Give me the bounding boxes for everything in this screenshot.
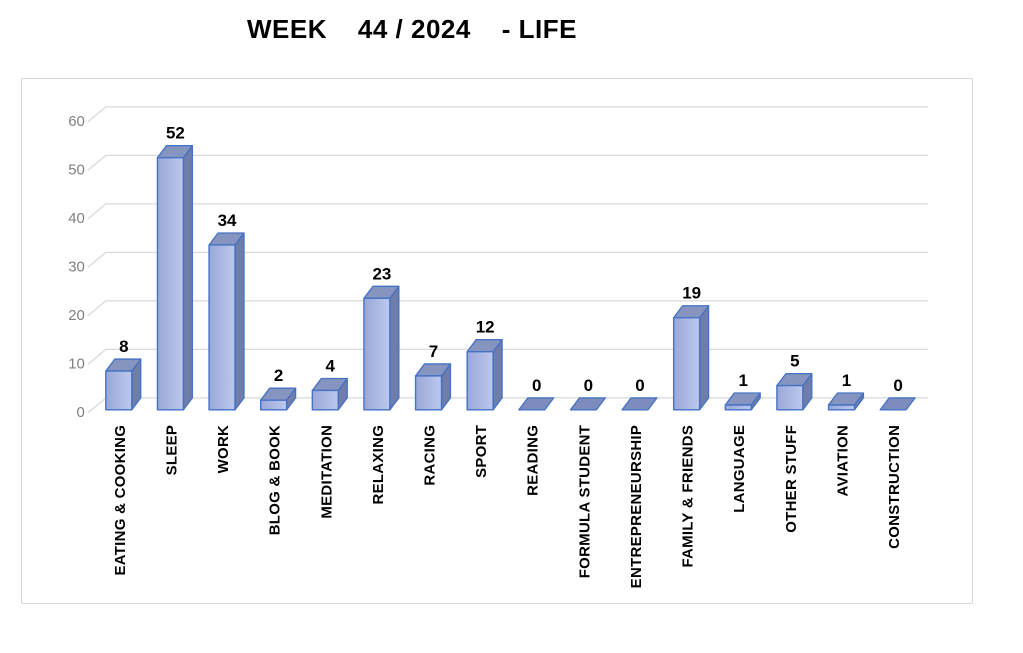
bar-value-label-language: 1 — [739, 371, 748, 390]
bar-value-label-racing: 7 — [429, 342, 438, 361]
bar-front-face — [466, 350, 494, 411]
bar-front-face — [259, 399, 288, 411]
bar-front-face — [311, 389, 339, 411]
gridline-20 — [87, 300, 929, 317]
bar-front-face — [827, 404, 856, 411]
x-category-label-formula-student: FORMULA STUDENT — [576, 425, 593, 578]
x-category-label-eating-and-cooking: EATING & COOKING — [112, 425, 129, 576]
y-tick-label-20: 20 — [68, 307, 85, 324]
y-tick-label-10: 10 — [68, 355, 85, 372]
bar-front-face — [208, 244, 236, 411]
gridline-10 — [87, 348, 929, 365]
bar-value-label-reading: 0 — [532, 376, 541, 395]
bar-zero-face — [879, 397, 916, 411]
gridline-30 — [87, 251, 929, 268]
bars — [105, 145, 916, 411]
gridline-60 — [87, 106, 929, 123]
bar-reading — [518, 397, 555, 411]
x-axis-labels: EATING & COOKING SLEEP WORK BLOG & BOOK MEDI… — [112, 425, 903, 588]
bar-front-face — [414, 375, 443, 411]
bar-language — [724, 392, 761, 411]
bar-aviation — [827, 392, 865, 411]
x-category-label-racing: RACING — [422, 425, 439, 486]
y-tick-label-50: 50 — [68, 161, 85, 178]
bar-value-label-sport: 12 — [476, 318, 495, 337]
bar-meditation — [311, 377, 348, 411]
bar-blog-and-book — [259, 387, 297, 411]
bar-side-face — [389, 285, 400, 411]
bar-entrepreneurship — [621, 397, 658, 411]
x-category-label-blog-and-book: BLOG & BOOK — [267, 425, 284, 535]
gridline-50 — [87, 154, 929, 171]
x-category-label-meditation: MEDITATION — [318, 425, 335, 519]
x-category-label-other-stuff: OTHER STUFF — [783, 425, 800, 533]
y-tick-label-60: 60 — [68, 113, 85, 130]
bar-side-face — [182, 145, 194, 411]
bar-side-face — [234, 232, 245, 411]
bar-front-face — [776, 384, 804, 411]
bar-value-label-construction: 0 — [893, 376, 902, 395]
bar-family-and-friends — [672, 305, 710, 411]
bar-front-face — [105, 370, 133, 411]
chart-frame: 0 10 20 30 40 50 60 8 52 34 2 4 23 7 12 0 0 0 19 1 5 1 0 EATING… — [21, 78, 973, 604]
bar-construction — [879, 397, 916, 411]
bar-zero-face — [518, 397, 555, 411]
chart-title: WEEK 44 / 2024 - LIFE — [247, 14, 577, 44]
bar-relaxing — [363, 285, 400, 411]
bar-front-face — [724, 404, 752, 411]
x-category-label-sport: SPORT — [473, 425, 490, 478]
y-tick-label-30: 30 — [68, 258, 85, 275]
bar-formula-student — [569, 397, 606, 411]
bar-zero-face — [569, 397, 606, 411]
bar-value-label-entrepreneurship: 0 — [635, 376, 644, 395]
value-labels: 8 52 34 2 4 23 7 12 0 0 0 19 1 5 1 0 — [119, 124, 903, 395]
y-tick-label-0: 0 — [77, 404, 85, 421]
bar-value-label-family-and-friends: 19 — [682, 284, 701, 303]
x-category-label-entrepreneurship: ENTREPRENEURSHIP — [628, 425, 645, 588]
bar-value-label-blog-and-book: 2 — [274, 366, 283, 385]
bar-sleep — [156, 145, 194, 411]
y-tick-label-40: 40 — [68, 210, 85, 227]
bar-other-stuff — [776, 372, 813, 411]
y-axis-labels: 0 10 20 30 40 50 60 — [68, 113, 85, 421]
bar-racing — [414, 363, 452, 411]
bar-value-label-sleep: 52 — [166, 124, 185, 143]
bar-value-label-work: 34 — [218, 211, 237, 230]
bar-value-label-formula-student: 0 — [584, 376, 593, 395]
x-category-label-family-and-friends: FAMILY & FRIENDS — [680, 425, 697, 568]
bar-zero-face — [621, 397, 658, 411]
bar-eating-and-cooking — [105, 358, 142, 411]
gridline-40 — [87, 203, 929, 220]
x-category-label-construction: CONSTRUCTION — [886, 425, 903, 549]
bar-value-label-other-stuff: 5 — [790, 352, 799, 371]
bar-value-label-eating-and-cooking: 8 — [119, 337, 128, 356]
bar-sport — [466, 339, 503, 411]
bar-value-label-aviation: 1 — [842, 371, 851, 390]
x-category-label-sleep: SLEEP — [163, 425, 180, 476]
x-category-label-language: LANGUAGE — [731, 425, 748, 513]
x-category-label-relaxing: RELAXING — [370, 425, 387, 505]
x-category-label-work: WORK — [215, 425, 232, 474]
x-category-label-aviation: AVIATION — [834, 425, 851, 497]
bar-front-face — [363, 297, 391, 411]
bar-front-face — [156, 156, 185, 411]
bar-front-face — [672, 317, 701, 411]
bar-work — [208, 232, 245, 411]
bar-value-label-relaxing: 23 — [372, 264, 391, 283]
bar-side-face — [698, 305, 710, 411]
x-category-label-reading: READING — [525, 425, 542, 496]
bar-value-label-meditation: 4 — [326, 356, 336, 375]
